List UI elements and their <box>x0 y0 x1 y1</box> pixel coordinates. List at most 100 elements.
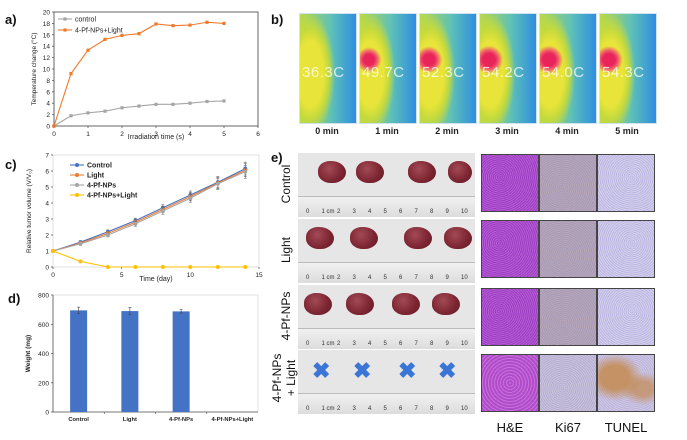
histology-image-ki67 <box>539 354 597 412</box>
legend-label: 4-Pf-NPs <box>87 183 116 190</box>
x-tick-label: 4-Pf-NPs+Light <box>212 417 254 423</box>
ruler: 0 1 cm 2 3 4 5 6 7 8 9 10 <box>298 262 475 283</box>
temperature-reading: 54.3C <box>602 64 645 81</box>
data-point <box>137 32 141 36</box>
x-tick-label: 5 <box>120 272 124 279</box>
ruler: 0 1 cm 2 3 4 5 6 7 8 9 10 <box>298 196 475 217</box>
x-tick-label: 3 <box>154 131 158 138</box>
data-point <box>243 265 248 269</box>
x-tick-label: 6 <box>256 131 260 138</box>
ruler-number: 1 cm <box>321 209 335 215</box>
x-tick-label: Control <box>68 417 89 423</box>
data-point <box>133 221 138 226</box>
histology-image-ki67 <box>539 154 597 212</box>
data-point <box>188 101 192 105</box>
thermal-time-label: 3 min <box>495 126 519 136</box>
chart-relative-tumor-volume: 0 1 2 3 4 5 6 7 0 5 10 15 Time (day) Relative tumor v… <box>26 153 263 284</box>
data-point <box>69 71 73 76</box>
y-tick-label: 20 <box>43 10 51 17</box>
ruler-number: 4 <box>368 406 372 412</box>
x-tick-label: 15 <box>255 272 263 279</box>
ruler-number: 3 <box>352 406 356 412</box>
ruler-number: 8 <box>430 275 434 281</box>
data-point <box>188 23 192 27</box>
ruler-number: 9 <box>445 209 449 215</box>
legend-marker <box>75 163 79 167</box>
data-point <box>160 209 165 213</box>
ruler-number: 5 <box>383 275 387 281</box>
data-point <box>103 109 107 113</box>
ruler-number: 2 <box>337 209 341 215</box>
temperature-reading: 54.0C <box>542 64 585 81</box>
histology-image-tunel <box>597 288 655 346</box>
histology-column-label: H&E <box>496 420 524 435</box>
histology-image-h-e <box>481 220 539 278</box>
panel-label-d: d) <box>8 291 21 306</box>
ruler-number: 3 <box>352 341 356 347</box>
series-line-4-pf-nps-light <box>52 250 246 268</box>
x-axis-label: Irradiation time (s) <box>128 134 184 141</box>
y-tick-label: 800 <box>38 293 49 300</box>
data-point <box>105 265 110 269</box>
data-point <box>171 24 175 28</box>
data-point <box>78 241 83 246</box>
ruler-number: 3 <box>352 209 356 215</box>
tumor-specimen <box>306 227 334 249</box>
y-tick-label: 0 <box>45 410 49 417</box>
y-tick-label: 4 <box>46 101 50 108</box>
legend-label: 4-Pf-NPs+Light <box>87 193 138 200</box>
ruler-number: 0 <box>306 275 310 281</box>
ruler-number: 5 <box>383 341 387 347</box>
ruler-number: 0 <box>306 341 310 347</box>
data-point <box>205 99 209 104</box>
ruler-number: 1 cm <box>321 341 335 347</box>
y-tick-label: 14 <box>43 44 51 51</box>
tumor-specimen <box>444 227 472 249</box>
tumor-specimen <box>318 161 346 183</box>
tumor-specimen <box>304 293 332 315</box>
ruler-number: 6 <box>399 341 403 347</box>
ruler-number: 7 <box>414 209 418 215</box>
panel-label-a: a) <box>5 12 17 27</box>
thermal-frame: 54.0C <box>539 13 597 124</box>
histology-image-h-e <box>481 288 539 346</box>
series-line-4-pf-nps <box>52 171 246 252</box>
data-point <box>154 22 158 26</box>
bar-light <box>121 311 139 412</box>
no-tumor-x-icon: ✖ <box>438 358 457 383</box>
panel-label-e: e) <box>271 150 283 165</box>
y-tick-label: 4 <box>45 201 49 208</box>
histology-image-ki67 <box>539 288 597 346</box>
ruler-number: 10 <box>461 341 468 347</box>
data-point <box>188 196 193 201</box>
ruler-number: 4 <box>368 275 372 281</box>
y-axis-label: Weight (mg) <box>25 335 32 372</box>
series-line-control <box>52 168 246 252</box>
x-axis-label: Time (day) <box>139 276 172 283</box>
ruler: 0 1 cm 2 3 4 5 6 7 8 9 10 <box>298 328 475 349</box>
tumor-photo-row: 0 1 cm 2 3 4 5 6 7 8 9 10 <box>298 285 475 349</box>
thermal-frame: 49.7C <box>359 13 417 124</box>
data-point <box>103 37 107 41</box>
data-point <box>154 102 158 106</box>
ruler-number: 10 <box>461 275 468 281</box>
y-tick-label: 0 <box>45 265 49 272</box>
y-axis-label: Relative tumor volume (V/V₀) <box>26 169 33 253</box>
thermal-time-label: 4 min <box>555 126 579 136</box>
ruler-number: 5 <box>383 209 387 215</box>
x-tick-label: 0 <box>51 272 55 279</box>
no-tumor-x-icon: ✖ <box>312 358 331 383</box>
ruler-number: 3 <box>352 275 356 281</box>
series-line-light <box>52 169 246 252</box>
ruler-number: 0 <box>306 209 310 215</box>
data-point <box>105 233 110 237</box>
y-tick-label: 2 <box>46 112 50 119</box>
row-label-line: + Light <box>284 359 298 397</box>
ruler-number: 5 <box>383 406 387 412</box>
bar-control <box>70 310 88 412</box>
temperature-reading: 52.3C <box>422 64 465 81</box>
ruler-number: 2 <box>337 275 341 281</box>
thermal-time-label: 2 min <box>435 126 459 136</box>
legend-label: Control <box>87 163 112 170</box>
ruler-number: 4 <box>368 209 372 215</box>
